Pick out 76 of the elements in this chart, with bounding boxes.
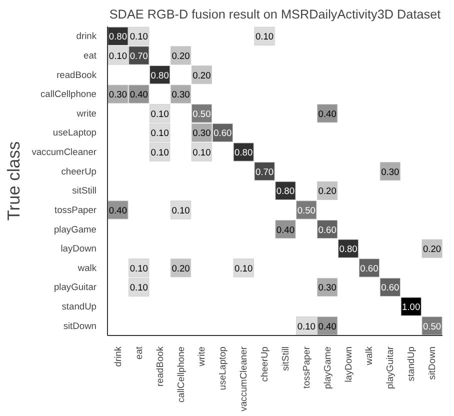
y-tick-label: tossPaper — [54, 204, 96, 215]
data-label: 0.80 — [150, 70, 169, 80]
data-label: 0.30 — [318, 282, 336, 293]
y-tick-label: playGame — [54, 224, 96, 234]
chart-title: SDAE RGB-D fusion result on MSRDailyActivity3D Dataset — [109, 8, 442, 22]
x-tick-label: playGuitar — [385, 346, 396, 390]
y-tick-label: layDown — [60, 244, 97, 254]
data-label: 0.10 — [130, 263, 148, 274]
x-tick-label: sitDown — [427, 346, 438, 380]
x-tick-label: standUp — [406, 346, 416, 382]
y-tick-label: callCellphone — [40, 89, 97, 100]
data-label: 0.30 — [172, 90, 190, 100]
data-label: 0.20 — [318, 186, 336, 196]
x-tick-label: readBook — [154, 346, 165, 386]
data-label: 0.10 — [172, 205, 190, 216]
data-label: 0.60 — [360, 263, 378, 274]
y-tick-label: playGuitar — [54, 282, 96, 292]
y-axis-title: True class — [4, 141, 24, 221]
data-label: 0.20 — [422, 244, 442, 254]
data-label: 0.10 — [297, 321, 316, 332]
data-label: 0.40 — [318, 108, 336, 119]
y-tick-label: cheerUp — [61, 166, 97, 176]
y-tick-label: standUp — [62, 302, 97, 312]
x-tick-label: tossPaper — [301, 346, 312, 388]
data-label: 0.10 — [150, 128, 169, 138]
data-label: 0.40 — [130, 90, 148, 100]
data-label: 0.30 — [108, 90, 128, 100]
data-label: 0.50 — [192, 108, 211, 119]
y-tick-label: eat — [84, 50, 97, 60]
y-tick-label: vaccumCleaner — [32, 147, 97, 158]
data-label: 0.10 — [130, 282, 148, 293]
data-label: 0.10 — [150, 148, 169, 158]
data-label: 0.80 — [108, 32, 128, 42]
x-tick-label: drink — [112, 346, 123, 367]
data-label: 0.40 — [276, 224, 295, 235]
data-label: 0.60 — [381, 282, 400, 293]
data-label: 0.80 — [339, 244, 358, 254]
x-tick-label: layDown — [343, 346, 354, 382]
data-label: 0.70 — [255, 166, 274, 177]
y-tick-label: write — [76, 108, 97, 118]
y-tick-label: walk — [76, 262, 97, 273]
data-label: 1.00 — [402, 302, 420, 312]
data-label: 0.30 — [381, 166, 400, 177]
data-label: 0.60 — [318, 224, 336, 235]
x-tick-label: playGame — [322, 346, 332, 390]
data-label: 0.40 — [108, 205, 128, 216]
data-label: 0.10 — [130, 32, 148, 42]
data-label: 0.20 — [172, 263, 190, 274]
data-label: 0.10 — [192, 148, 211, 158]
data-label: 0.10 — [150, 108, 169, 119]
data-label: 0.60 — [214, 128, 232, 138]
y-tick-label: sitDown — [63, 320, 97, 331]
data-label: 0.20 — [172, 50, 190, 61]
data-label: 0.80 — [276, 186, 295, 196]
data-label: 0.10 — [108, 50, 128, 61]
data-label: 0.50 — [297, 205, 316, 216]
x-tick-label: walk — [364, 346, 374, 366]
x-tick-label: cheerUp — [260, 346, 270, 382]
x-tick-label: sitStill — [280, 346, 290, 371]
y-tick-label: readBook — [56, 70, 97, 80]
data-label: 0.70 — [130, 50, 148, 61]
x-tick-label: vaccumCleaner — [238, 346, 249, 412]
data-label: 0.30 — [192, 128, 211, 138]
data-label: 0.10 — [255, 32, 274, 42]
x-tick-label: eat — [134, 346, 144, 360]
y-tick-label: sitStill — [72, 186, 96, 196]
data-label: 0.50 — [422, 321, 442, 332]
x-tick-label: write — [196, 346, 207, 368]
data-label: 0.80 — [234, 148, 253, 158]
x-tick-label: useLaptop — [218, 346, 228, 390]
y-tick-label: drink — [76, 31, 97, 42]
y-tick-label: useLaptop — [52, 128, 97, 138]
data-label: 0.40 — [318, 321, 336, 332]
data-label: 0.20 — [192, 70, 211, 80]
x-tick-label: callCellphone — [176, 346, 186, 403]
data-label: 0.10 — [234, 263, 253, 274]
